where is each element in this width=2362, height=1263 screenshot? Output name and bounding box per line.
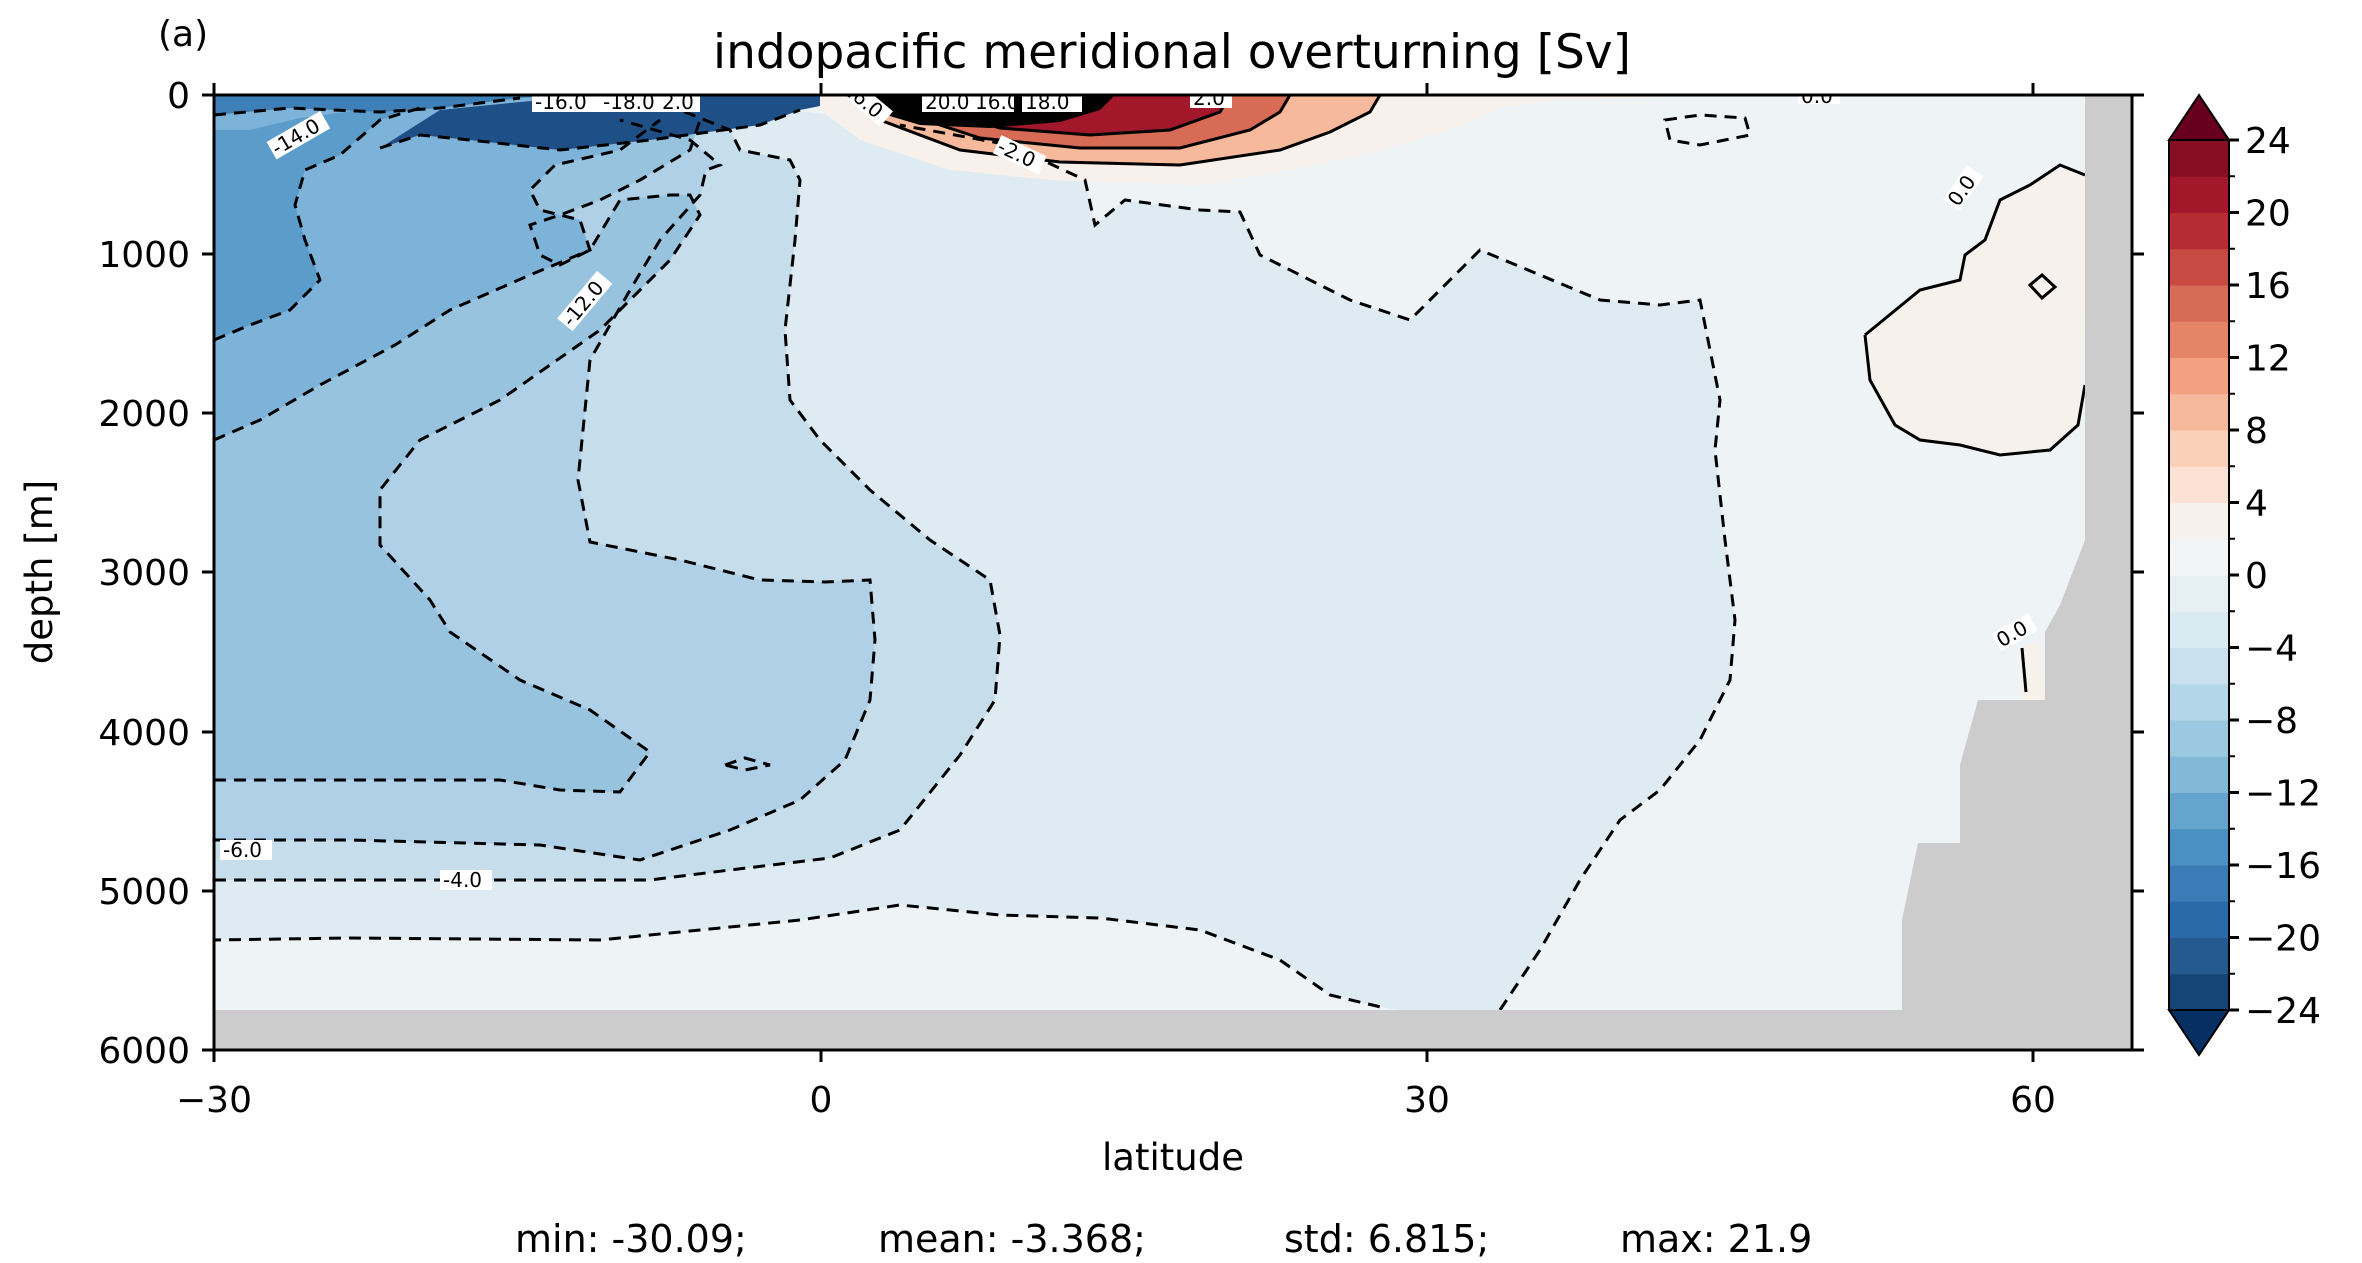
contour-label: 20.0 [925,90,970,114]
y-axis: 0 1000 2000 3000 4000 5000 6000 [98,76,2144,1072]
contour-line [214,118,661,442]
colorbar-level [2169,285,2229,322]
colorbar-tick-label: 8 [2245,411,2268,452]
colorbar-level [2169,720,2229,757]
colorbar-tick-label: −16 [2245,846,2321,887]
contour-line [214,118,877,862]
contour-label: 2.0 [1193,86,1225,110]
colorbar-level [2169,647,2229,685]
colorbar-level [2169,502,2229,540]
contour-line [1863,163,2087,457]
colorbar-tick-label: 16 [2245,266,2291,307]
y-tick-label: 4000 [98,713,190,754]
colorbar-tick-label: 12 [2245,339,2291,380]
stat-std: std: 6.815; [1284,1217,1489,1261]
contour-label: -6.0 [223,838,262,862]
colorbar-tick-label: −4 [2245,629,2298,670]
x-axis: −30 0 30 60 [176,83,2056,1121]
colorbar-level [2169,611,2229,648]
colorbar-level [2169,357,2229,395]
colorbar-level [2169,466,2229,503]
colorbar-level [2169,937,2229,975]
colorbar-level [2169,393,2229,431]
contour-line [899,95,1292,150]
colorbar-level [2169,321,2229,358]
colorbar-tick-label: −24 [2245,991,2321,1032]
contour-line [2020,647,2028,693]
y-tick-label: 6000 [98,1031,190,1072]
colorbar-extend-min [2167,1009,2231,1057]
colorbar-tick-label: −20 [2245,919,2321,960]
colorbar-tick-label: −12 [2245,774,2321,815]
contour-line [879,95,1382,167]
contour-line [214,119,702,794]
contour-label: -18.0 [603,90,655,114]
contour-line [379,108,801,152]
stat-max: max: 21.9 [1620,1217,1812,1261]
contour-line [2027,273,2058,301]
fill-level-plus-0-north [1865,165,2090,455]
contour-label: 18.0 [1025,90,1070,114]
x-tick-label: 30 [1404,1080,1450,1121]
contour-label: -4.0 [443,868,482,892]
chart-title: indopacific meridional overturning [Sv] [713,25,1631,80]
fill-level-minus-12 [214,95,660,760]
colorbar-level [2169,792,2229,830]
colorbar-tick-label: 24 [2245,121,2291,162]
fill-level-minus-14 [214,108,420,340]
colorbar: 24 20 16 12 8 4 0 −4 −8 −12 −16 −20 −24 [2167,93,2321,1057]
contour-line [214,903,1386,1010]
colorbar-level [2169,865,2229,902]
colorbar-level [2169,538,2229,576]
y-tick-label: 1000 [98,235,190,276]
contour-label: 2.0 [662,90,694,114]
colorbar-level [2169,430,2229,467]
colorbar-tick-label: 20 [2245,194,2291,235]
topography-mask [214,95,2132,1050]
y-tick-label: 3000 [98,553,190,594]
colorbar-tick-label: 4 [2245,484,2268,525]
contour-lines [214,95,2087,1011]
x-tick-label: 60 [2010,1080,2056,1121]
northern-boundary-mask [1902,95,2132,1050]
contour-line [214,96,521,117]
colorbar-level [2169,140,2229,177]
fill-level-minus-20 [380,95,840,150]
stat-mean: mean: -3.368; [878,1217,1146,1261]
colorbar-tick-label: 0 [2245,556,2268,597]
fill-level-minus-16 [214,95,560,115]
colorbar-level [2169,575,2229,612]
contour-line [899,123,1737,1011]
y-tick-label: 5000 [98,872,190,913]
colorbar-level [2169,176,2229,213]
panel-label: (a) [158,14,208,55]
colorbar-level [2169,683,2229,721]
x-tick-label: 0 [810,1080,833,1121]
colorbar-level [2169,828,2229,866]
contour-label: 0.0 [1801,84,1833,108]
seafloor-mask [214,1010,2132,1050]
stat-min: min: -30.09; [515,1217,747,1261]
y-tick-label: 2000 [98,394,190,435]
contour-label: -16.0 [535,90,587,114]
colorbar-level [2169,248,2229,286]
colorbar-tick-label: −8 [2245,701,2298,742]
contour-fill-layer: -16.0 -18.0 2.0 -14.0 -12.0 -6.0 -4.0 6.… [214,84,2132,1050]
contour-line [214,108,1002,882]
contour-line [719,756,771,772]
y-tick-label: 0 [167,76,190,117]
x-tick-label: −30 [176,1080,252,1121]
colorbar-extend-max [2167,93,2231,141]
colorbar-level [2169,901,2229,938]
y-axis-label: depth [m] [18,480,61,664]
contour-line [214,106,421,342]
colorbar-level [2169,756,2229,793]
colorbar-level [2169,212,2229,250]
x-axis-label: latitude [1102,1136,1244,1179]
contour-line [929,95,1232,137]
contour-label: 16.0 [975,90,1020,114]
colorbar-level [2169,973,2229,1011]
